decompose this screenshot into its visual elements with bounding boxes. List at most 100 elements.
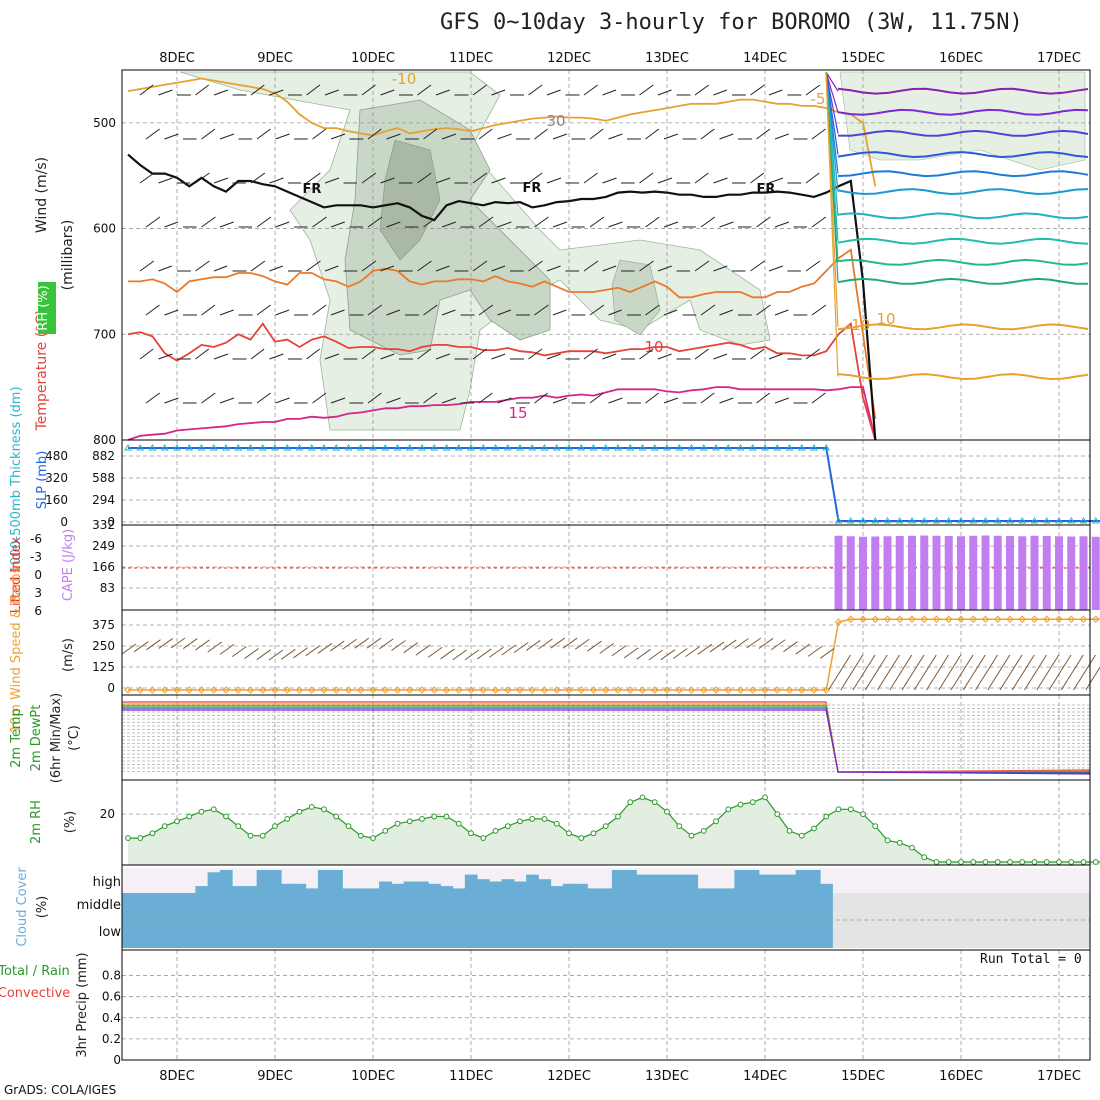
cloud-empty-region bbox=[818, 893, 1090, 948]
wind-speed-marker bbox=[491, 686, 500, 694]
wind-barb bbox=[685, 646, 700, 658]
thickness-marker bbox=[1091, 517, 1100, 524]
rh-marker bbox=[296, 808, 303, 815]
wind-barb bbox=[380, 89, 395, 96]
wind-speed-marker bbox=[504, 686, 512, 694]
rh-marker bbox=[725, 806, 732, 813]
rh2m-panel: 20 2m RH (%) bbox=[29, 779, 1100, 866]
rh-marker bbox=[921, 854, 928, 861]
wind-barb bbox=[213, 265, 228, 272]
wind-barb bbox=[367, 216, 383, 228]
wind-barb bbox=[361, 172, 377, 184]
rh-marker bbox=[590, 830, 597, 837]
li-tick-label: -6 bbox=[30, 532, 42, 546]
precip-tick-label: 0.6 bbox=[102, 990, 121, 1004]
cloud-bar bbox=[685, 874, 699, 893]
wind-barb bbox=[497, 133, 512, 140]
wind-barb bbox=[805, 84, 821, 96]
cloud-bar bbox=[734, 870, 748, 893]
cloud-bar bbox=[428, 893, 441, 920]
cloud-bar bbox=[219, 893, 233, 920]
rh-marker bbox=[333, 813, 340, 820]
wind-barb bbox=[583, 84, 598, 96]
wind-speed-marker bbox=[896, 615, 904, 623]
wind-speed-marker bbox=[393, 686, 402, 694]
wind-barb bbox=[694, 172, 709, 184]
wind-barb bbox=[306, 172, 321, 184]
cloud-bar bbox=[464, 920, 478, 948]
cloud-bar bbox=[183, 893, 196, 920]
wind-barb bbox=[324, 177, 340, 184]
thickness-marker bbox=[136, 444, 145, 451]
temperature-level-line bbox=[837, 87, 1089, 95]
wind-barb bbox=[440, 648, 455, 660]
wind-barb bbox=[734, 638, 749, 649]
wind-barb bbox=[774, 133, 789, 140]
wind-barb bbox=[819, 647, 835, 659]
wind-speed-marker bbox=[185, 686, 193, 694]
rh-marker bbox=[847, 806, 854, 813]
thickness-marker bbox=[442, 444, 451, 451]
wind-barb bbox=[636, 648, 651, 660]
wind-barb bbox=[546, 89, 561, 96]
wind-barb bbox=[889, 654, 913, 691]
wind-barb bbox=[164, 133, 179, 140]
wind-barb bbox=[528, 84, 543, 96]
cape-bar bbox=[1006, 536, 1014, 610]
cloud-bar bbox=[121, 893, 135, 920]
cloud-bar bbox=[403, 920, 417, 948]
wind-barb bbox=[207, 641, 223, 653]
wind-barb bbox=[713, 89, 728, 96]
wind-barb bbox=[623, 647, 639, 659]
wind-speed-marker bbox=[320, 686, 328, 694]
wind-barb bbox=[840, 654, 864, 691]
wind-barb bbox=[219, 221, 234, 228]
wind-barb bbox=[599, 642, 615, 654]
wind-barb bbox=[478, 128, 493, 140]
cloud-bar bbox=[807, 920, 821, 948]
cloud-bar bbox=[219, 920, 233, 948]
cape-tick-label: 249 bbox=[92, 539, 115, 553]
wind-speed-marker bbox=[222, 686, 230, 694]
wind-barb bbox=[608, 221, 623, 228]
cloud-bar bbox=[477, 879, 490, 893]
cape-bar bbox=[871, 536, 880, 610]
wind-speed-marker bbox=[626, 686, 634, 694]
rh-marker bbox=[480, 835, 487, 841]
cloud-units-label: (%) bbox=[35, 896, 50, 919]
cloud-bar bbox=[709, 888, 723, 893]
rh-marker bbox=[884, 837, 891, 844]
rh-marker bbox=[1092, 859, 1099, 865]
wind-barb bbox=[1024, 654, 1047, 691]
pressure-tick-label: 500 bbox=[93, 116, 116, 130]
rh-marker bbox=[872, 823, 879, 829]
cloud-bar bbox=[379, 920, 392, 948]
wind-barb bbox=[269, 265, 283, 272]
wind-barb bbox=[231, 646, 247, 658]
cloud-bar bbox=[293, 883, 307, 893]
wind-speed-marker bbox=[577, 686, 585, 694]
thickness-marker bbox=[1042, 517, 1051, 524]
cloud-bar bbox=[611, 893, 625, 920]
thickness-marker bbox=[932, 517, 941, 524]
cloud-bar bbox=[562, 893, 576, 920]
rh-marker bbox=[798, 832, 805, 839]
wind-barb bbox=[378, 638, 394, 650]
wind-speed-marker bbox=[945, 615, 953, 623]
cloud-bar bbox=[305, 920, 319, 948]
wind-tick-label: 125 bbox=[92, 660, 115, 674]
wind-barb bbox=[700, 392, 715, 404]
wind-barb bbox=[305, 645, 321, 657]
temperature-level-line bbox=[837, 258, 1089, 266]
wind-barb bbox=[423, 128, 438, 140]
cloud-bar bbox=[207, 920, 221, 948]
wind-barb bbox=[423, 392, 438, 404]
wind-speed-marker bbox=[234, 686, 242, 694]
wind-barb bbox=[639, 84, 654, 96]
cloud-bar bbox=[538, 879, 552, 893]
contour-label: 30 bbox=[546, 112, 565, 130]
wind-barb bbox=[312, 128, 327, 140]
wind-barb bbox=[423, 216, 438, 228]
cloud-cover-panel: high middle low Cloud Cover (%) bbox=[15, 864, 1091, 951]
chart-title: GFS 0~10day 3-hourly for BOROMO (3W, 11.… bbox=[440, 10, 1023, 35]
